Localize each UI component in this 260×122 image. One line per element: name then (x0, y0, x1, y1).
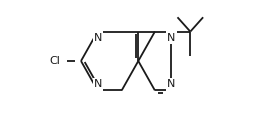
Text: N: N (93, 33, 102, 43)
Text: N: N (93, 79, 102, 89)
Text: N: N (167, 33, 176, 43)
Text: Cl: Cl (49, 56, 60, 66)
Text: N: N (167, 79, 176, 89)
